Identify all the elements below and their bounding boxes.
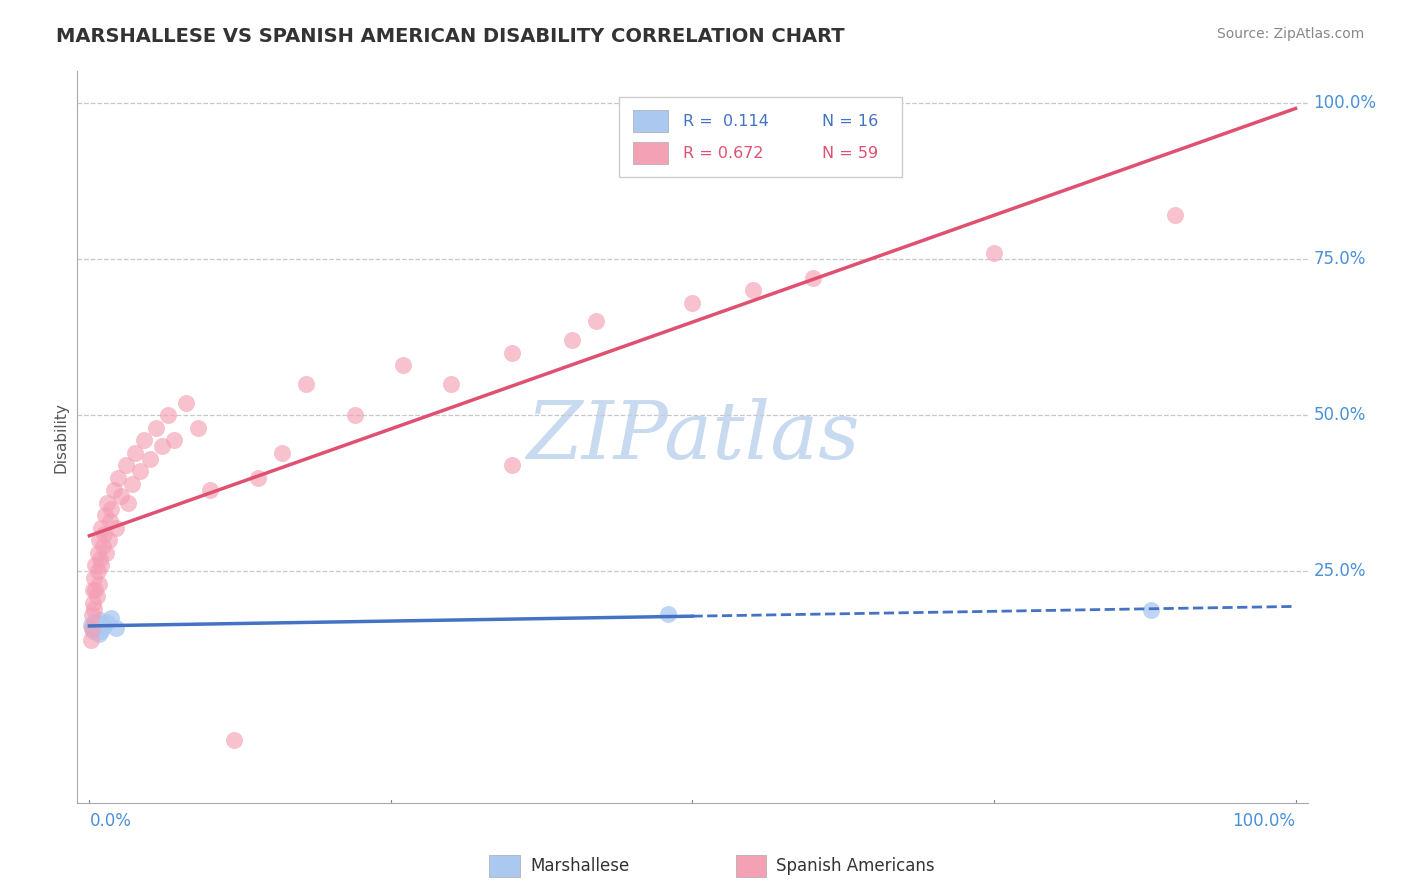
Point bbox=[82, 583, 104, 598]
Point bbox=[97, 533, 120, 548]
FancyBboxPatch shape bbox=[735, 855, 766, 878]
Point bbox=[129, 465, 152, 479]
Text: N = 59: N = 59 bbox=[821, 145, 877, 161]
Point bbox=[94, 508, 117, 523]
Point bbox=[87, 565, 110, 579]
Point bbox=[1139, 603, 1161, 617]
Point bbox=[187, 420, 209, 434]
Point bbox=[104, 621, 127, 635]
Text: 75.0%: 75.0% bbox=[1313, 250, 1367, 268]
Point bbox=[84, 558, 107, 573]
Point bbox=[82, 596, 104, 610]
Point bbox=[80, 608, 103, 623]
Point bbox=[983, 245, 1005, 260]
Point bbox=[224, 733, 246, 747]
Point bbox=[86, 590, 108, 604]
Point bbox=[89, 552, 111, 566]
Point bbox=[271, 446, 294, 460]
Point bbox=[83, 571, 105, 585]
Point bbox=[501, 458, 523, 473]
Point bbox=[295, 376, 318, 391]
Point bbox=[98, 515, 121, 529]
Point bbox=[96, 496, 118, 510]
Point bbox=[103, 483, 125, 498]
Point bbox=[83, 602, 105, 616]
Point bbox=[114, 458, 136, 473]
Point bbox=[501, 345, 523, 359]
Point bbox=[110, 490, 132, 504]
Point bbox=[96, 615, 118, 629]
Point bbox=[156, 408, 179, 422]
Point bbox=[79, 617, 101, 632]
Point bbox=[561, 333, 583, 347]
Point bbox=[198, 483, 221, 498]
Point bbox=[132, 434, 155, 448]
Point bbox=[138, 452, 160, 467]
Point bbox=[93, 619, 115, 633]
Text: 50.0%: 50.0% bbox=[1313, 406, 1367, 425]
Point bbox=[174, 395, 197, 409]
Point bbox=[87, 546, 110, 560]
Text: 100.0%: 100.0% bbox=[1313, 94, 1376, 112]
Point bbox=[87, 577, 110, 591]
Point bbox=[440, 376, 463, 391]
Point bbox=[91, 540, 114, 554]
Point bbox=[90, 624, 112, 638]
Point bbox=[657, 607, 679, 621]
Point bbox=[104, 521, 127, 535]
Point bbox=[83, 615, 105, 629]
Point bbox=[585, 314, 607, 328]
Point bbox=[150, 440, 173, 454]
Text: 100.0%: 100.0% bbox=[1233, 813, 1295, 830]
FancyBboxPatch shape bbox=[489, 855, 520, 878]
Point bbox=[80, 621, 103, 635]
Text: Marshallese: Marshallese bbox=[530, 857, 630, 875]
Point bbox=[247, 471, 270, 485]
Point bbox=[741, 283, 763, 297]
Point bbox=[392, 358, 415, 372]
Point bbox=[86, 619, 108, 633]
Point bbox=[87, 627, 110, 641]
Point bbox=[93, 527, 115, 541]
Point bbox=[121, 477, 143, 491]
Text: R =  0.114: R = 0.114 bbox=[683, 113, 769, 128]
Text: Source: ZipAtlas.com: Source: ZipAtlas.com bbox=[1216, 27, 1364, 41]
Point bbox=[80, 621, 103, 635]
Point bbox=[82, 624, 104, 638]
Text: N = 16: N = 16 bbox=[821, 113, 877, 128]
Point bbox=[117, 496, 139, 510]
Text: R = 0.672: R = 0.672 bbox=[683, 145, 763, 161]
Point bbox=[1164, 208, 1187, 222]
Y-axis label: Disability: Disability bbox=[53, 401, 69, 473]
Point bbox=[87, 615, 110, 630]
Point bbox=[90, 521, 112, 535]
Point bbox=[84, 622, 107, 636]
Point bbox=[682, 295, 704, 310]
FancyBboxPatch shape bbox=[634, 143, 668, 164]
Point bbox=[107, 471, 129, 485]
FancyBboxPatch shape bbox=[619, 97, 901, 178]
Text: Spanish Americans: Spanish Americans bbox=[776, 857, 935, 875]
Point bbox=[343, 408, 366, 422]
Point bbox=[84, 583, 107, 598]
Point bbox=[96, 546, 118, 560]
Text: MARSHALLESE VS SPANISH AMERICAN DISABILITY CORRELATION CHART: MARSHALLESE VS SPANISH AMERICAN DISABILI… bbox=[56, 27, 845, 45]
Point bbox=[89, 613, 111, 627]
Text: 0.0%: 0.0% bbox=[90, 813, 131, 830]
Point bbox=[801, 270, 824, 285]
Text: 25.0%: 25.0% bbox=[1313, 563, 1367, 581]
Point bbox=[90, 558, 112, 573]
FancyBboxPatch shape bbox=[634, 110, 668, 132]
Point bbox=[87, 533, 110, 548]
Point bbox=[163, 434, 186, 448]
Point bbox=[100, 611, 122, 625]
Point bbox=[124, 446, 146, 460]
Point bbox=[145, 420, 167, 434]
Point bbox=[100, 502, 122, 516]
Text: ZIPatlas: ZIPatlas bbox=[526, 399, 859, 475]
Point bbox=[79, 633, 101, 648]
